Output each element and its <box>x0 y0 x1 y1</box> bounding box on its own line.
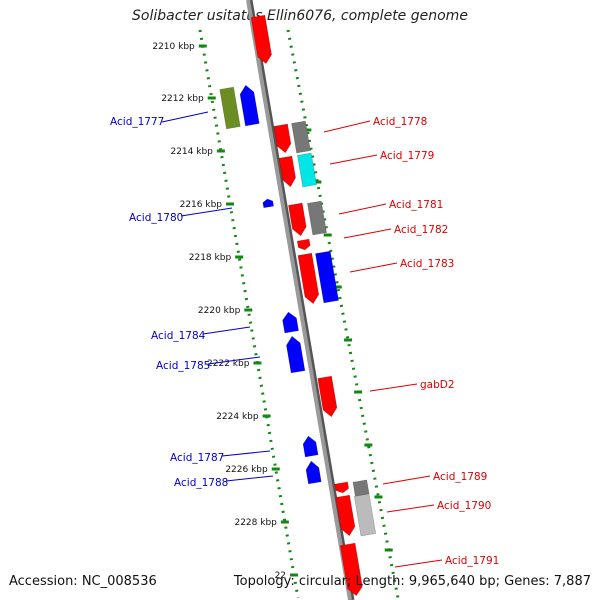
gene-label-left: Acid_1787 <box>170 452 224 464</box>
genome-axis <box>246 0 352 600</box>
label-leader <box>369 383 418 392</box>
gene-label-right: Acid_1791 <box>445 555 499 567</box>
right-guide-track <box>286 29 400 599</box>
tick-label: 2222 kbp <box>207 359 250 369</box>
gene-arrow <box>317 375 338 418</box>
accession-label: Accession: NC_008536 <box>9 574 157 589</box>
label-leader <box>329 154 378 165</box>
gene-arrow <box>335 494 356 537</box>
gene-arrow <box>286 335 306 374</box>
tick-label: 2214 kbp <box>170 147 213 157</box>
left-guide-track <box>198 29 300 599</box>
gene-arrow <box>219 86 241 130</box>
label-leader <box>386 504 435 513</box>
gene-arrow <box>307 200 327 236</box>
tick-label: 2218 kbp <box>189 253 232 263</box>
gene-label-right: Acid_1783 <box>400 258 454 270</box>
gene-arrow <box>278 155 296 188</box>
gene-arrow <box>334 481 349 494</box>
label-leader <box>343 228 392 239</box>
gene-arrow <box>297 252 320 305</box>
gene-arrow <box>239 84 260 127</box>
gene-arrow <box>302 435 319 458</box>
tick-label: 2220 kbp <box>198 306 241 316</box>
tick-label: 2226 kbp <box>225 465 268 475</box>
gene-arrow <box>282 311 299 334</box>
gene-label-left: Acid_1780 <box>129 212 183 224</box>
tick-label: 2216 kbp <box>180 200 223 210</box>
label-leader <box>382 475 431 485</box>
gene-label-left: Acid_1788 <box>174 477 228 489</box>
gene-arrow <box>352 479 370 497</box>
gene-arrow <box>288 202 307 237</box>
tick-label: 2212 kbp <box>161 94 204 104</box>
label-leader <box>202 326 251 335</box>
gene-label-left: Acid_1784 <box>151 330 206 342</box>
label-leader <box>225 475 274 482</box>
gene-label-right: Acid_1790 <box>437 500 491 512</box>
label-leader <box>161 111 209 123</box>
gene-arrow <box>339 542 363 597</box>
gene-arrow <box>291 120 311 154</box>
label-leader <box>207 356 261 365</box>
label-leader <box>349 262 398 273</box>
tick-label: 2224 kbp <box>216 412 259 422</box>
gene-label-right: gabD2 <box>420 379 455 391</box>
gene-label-right: Acid_1778 <box>373 116 427 128</box>
tick-label: 2210 kbp <box>152 42 195 52</box>
label-leader <box>180 207 233 217</box>
tick-label: 22 <box>275 571 286 581</box>
label-leader <box>323 120 371 133</box>
map-title: Solibacter usitatus Ellin6076, complete … <box>132 8 468 24</box>
gene-arrow <box>353 493 377 537</box>
gene-label-right: Acid_1779 <box>380 150 434 162</box>
gene-arrow <box>315 250 339 304</box>
gene-arrow <box>297 152 317 188</box>
gene-label-right: Acid_1781 <box>389 199 443 211</box>
gene-label-right: Acid_1782 <box>394 224 448 236</box>
label-leader <box>394 559 443 568</box>
gene-label-left: Acid_1785 <box>156 360 210 372</box>
gene-arrow <box>250 14 272 65</box>
topology-label: Topology: circular; Length: 9,965,640 bp… <box>233 574 591 589</box>
gene-arrow <box>262 198 274 209</box>
gene-label-left: Acid_1777 <box>110 116 164 128</box>
gene-arrow <box>273 123 292 154</box>
label-leader <box>221 450 271 457</box>
gene-label-right: Acid_1789 <box>433 471 487 483</box>
tick-label: 2228 kbp <box>234 518 277 528</box>
gene-arrow <box>305 460 322 485</box>
gene-arrow <box>296 238 311 251</box>
label-leader <box>338 203 387 215</box>
